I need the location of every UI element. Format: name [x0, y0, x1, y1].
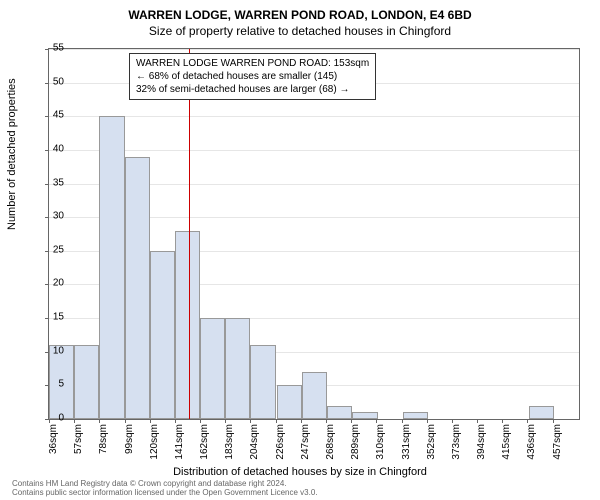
- xtick-label: 183sqm: [224, 424, 235, 464]
- xtick-mark: [225, 419, 226, 423]
- histogram-bar: [250, 345, 275, 419]
- xtick-mark: [427, 419, 428, 423]
- ytick-label: 25: [53, 244, 64, 255]
- ytick-label: 15: [53, 312, 64, 323]
- gridline: [49, 116, 579, 117]
- xtick-mark: [74, 419, 75, 423]
- ytick-label: 0: [58, 413, 64, 424]
- xtick-label: 57sqm: [73, 424, 84, 464]
- ytick-mark: [45, 49, 49, 50]
- gridline: [49, 49, 579, 50]
- xtick-label: 457sqm: [552, 424, 563, 464]
- ytick-mark: [45, 83, 49, 84]
- xtick-label: 226sqm: [275, 424, 286, 464]
- xtick-label: 162sqm: [199, 424, 210, 464]
- chart-title-sub: Size of property relative to detached ho…: [0, 22, 600, 38]
- histogram-bar: [225, 318, 250, 419]
- gridline: [49, 150, 579, 151]
- histogram-bar: [529, 406, 554, 419]
- histogram-bar: [302, 372, 327, 419]
- xtick-label: 120sqm: [149, 424, 160, 464]
- histogram-bar: [150, 251, 175, 419]
- ytick-label: 5: [58, 379, 64, 390]
- ytick-label: 10: [53, 345, 64, 356]
- histogram-bar: [352, 412, 377, 419]
- ytick-label: 20: [53, 278, 64, 289]
- xtick-label: 268sqm: [325, 424, 336, 464]
- ytick-mark: [45, 318, 49, 319]
- xtick-mark: [376, 419, 377, 423]
- xtick-label: 331sqm: [401, 424, 412, 464]
- xtick-mark: [326, 419, 327, 423]
- histogram-bar: [74, 345, 99, 419]
- xtick-label: 310sqm: [375, 424, 386, 464]
- chart-container: WARREN LODGE, WARREN POND ROAD, LONDON, …: [0, 0, 600, 500]
- xtick-mark: [175, 419, 176, 423]
- ytick-mark: [45, 251, 49, 252]
- plot-area: WARREN LODGE WARREN POND ROAD: 153sqm ← …: [48, 48, 580, 420]
- xtick-mark: [99, 419, 100, 423]
- y-axis-label: Number of detached properties: [6, 78, 18, 230]
- xtick-mark: [452, 419, 453, 423]
- ytick-label: 50: [53, 76, 64, 87]
- histogram-bar: [125, 157, 150, 419]
- annotation-box: WARREN LODGE WARREN POND ROAD: 153sqm ← …: [129, 53, 376, 100]
- annotation-line3: 32% of semi-detached houses are larger (…: [136, 83, 369, 96]
- ytick-label: 55: [53, 43, 64, 54]
- histogram-bar: [99, 116, 124, 419]
- xtick-mark: [527, 419, 528, 423]
- xtick-mark: [502, 419, 503, 423]
- ytick-label: 35: [53, 177, 64, 188]
- histogram-bar: [277, 385, 302, 419]
- ytick-label: 45: [53, 110, 64, 121]
- xtick-mark: [250, 419, 251, 423]
- ytick-mark: [45, 284, 49, 285]
- xtick-label: 99sqm: [124, 424, 135, 464]
- ytick-mark: [45, 116, 49, 117]
- histogram-bar: [200, 318, 225, 419]
- ytick-mark: [45, 217, 49, 218]
- xtick-mark: [125, 419, 126, 423]
- histogram-bar: [403, 412, 428, 419]
- histogram-bar: [327, 406, 352, 419]
- xtick-label: 204sqm: [249, 424, 260, 464]
- ytick-mark: [45, 150, 49, 151]
- annotation-line2: ← 68% of detached houses are smaller (14…: [136, 70, 369, 83]
- ytick-label: 40: [53, 143, 64, 154]
- ytick-label: 30: [53, 211, 64, 222]
- xtick-mark: [276, 419, 277, 423]
- footer-attribution: Contains HM Land Registry data © Crown c…: [12, 479, 318, 498]
- footer-line1: Contains HM Land Registry data © Crown c…: [12, 479, 318, 489]
- xtick-mark: [477, 419, 478, 423]
- xtick-label: 247sqm: [300, 424, 311, 464]
- xtick-label: 352sqm: [426, 424, 437, 464]
- xtick-mark: [351, 419, 352, 423]
- x-axis-label: Distribution of detached houses by size …: [0, 466, 600, 478]
- xtick-mark: [200, 419, 201, 423]
- footer-line2: Contains public sector information licen…: [12, 488, 318, 498]
- chart-title-main: WARREN LODGE, WARREN POND ROAD, LONDON, …: [0, 0, 600, 22]
- xtick-mark: [301, 419, 302, 423]
- ytick-mark: [45, 184, 49, 185]
- annotation-line1: WARREN LODGE WARREN POND ROAD: 153sqm: [136, 57, 369, 70]
- histogram-bar: [175, 231, 200, 419]
- xtick-label: 36sqm: [48, 424, 59, 464]
- xtick-mark: [402, 419, 403, 423]
- xtick-label: 373sqm: [451, 424, 462, 464]
- xtick-mark: [49, 419, 50, 423]
- xtick-label: 436sqm: [526, 424, 537, 464]
- xtick-label: 289sqm: [350, 424, 361, 464]
- xtick-mark: [150, 419, 151, 423]
- xtick-label: 394sqm: [476, 424, 487, 464]
- xtick-mark: [553, 419, 554, 423]
- xtick-label: 415sqm: [501, 424, 512, 464]
- reference-line: [189, 49, 190, 419]
- xtick-label: 141sqm: [174, 424, 185, 464]
- xtick-label: 78sqm: [98, 424, 109, 464]
